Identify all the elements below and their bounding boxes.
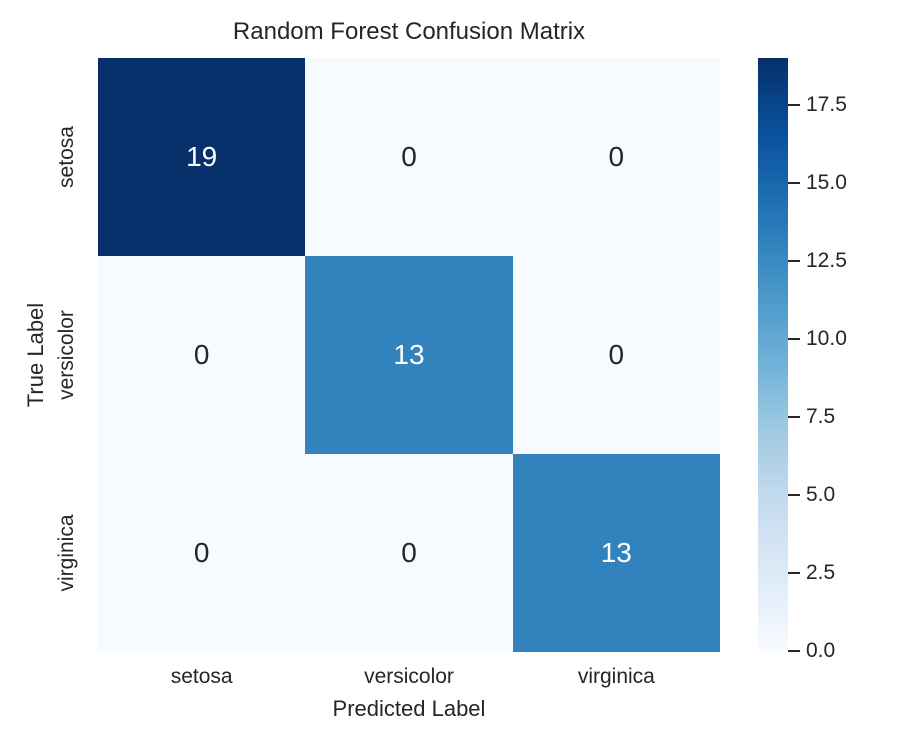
heatmap-cell: 19 [98, 58, 306, 256]
heatmap-cell: 0 [305, 58, 513, 256]
cell-value: 19 [186, 141, 218, 172]
colorbar-tick-label: 12.5 [806, 248, 847, 272]
colorbar-tick-label: 0.0 [806, 639, 836, 662]
heatmap-grid: 19 0 0 0 13 0 0 0 13 [98, 58, 720, 652]
x-tick-label: setosa [170, 665, 233, 688]
heatmap-cell: 0 [98, 256, 306, 454]
x-tick-label: versicolor [364, 665, 454, 688]
x-tick-labels: setosa versicolor virginica [98, 664, 720, 690]
colorbar-tick-label: 17.5 [806, 92, 847, 116]
heatmap-cell: 0 [305, 454, 513, 652]
cell-value: 0 [608, 141, 625, 172]
heatmap-cell: 13 [512, 454, 720, 652]
cell-value: 0 [608, 339, 625, 370]
colorbar-tick-mark [788, 337, 800, 340]
colorbar-tick-label: 2.5 [806, 560, 836, 584]
colorbar-tick-mark [788, 181, 800, 184]
colorbar-tick-mark [788, 259, 800, 262]
colorbar-tick-mark [788, 493, 800, 496]
colorbar-tick-mark [788, 415, 800, 418]
colorbar-tick-mark [788, 571, 800, 574]
y-tick-labels: setosa versicolor virginica [0, 58, 98, 652]
colorbar-tick-mark [788, 103, 800, 106]
cell-value: 0 [401, 141, 417, 172]
colorbar: 17.5 15.0 12.5 10.0 7.5 5.0 2.5 0.0 [758, 58, 900, 662]
y-tick-label: versicolor [55, 310, 78, 400]
y-tick-label: setosa [55, 126, 78, 188]
colorbar-tick-label: 5.0 [806, 482, 836, 506]
colorbar-tick-label: 15.0 [806, 170, 847, 194]
cell-value: 0 [193, 537, 210, 568]
colorbar-tick-label: 7.5 [806, 404, 836, 428]
heatmap-cell: 0 [512, 58, 720, 256]
x-tick-label: virginica [577, 665, 655, 688]
heatmap-cell: 0 [512, 256, 720, 454]
colorbar-gradient [758, 58, 788, 651]
colorbar-tick-label: 10.0 [806, 326, 847, 350]
cell-value: 13 [600, 537, 632, 568]
heatmap-cell: 0 [98, 454, 306, 652]
cell-value: 13 [393, 339, 425, 370]
chart-title: Random Forest Confusion Matrix [232, 18, 586, 45]
cell-value: 0 [401, 537, 417, 568]
y-tick-label: virginica [55, 514, 78, 592]
x-axis-label: Predicted Label [332, 696, 486, 721]
heatmap-cell: 13 [305, 256, 513, 454]
cell-value: 0 [193, 339, 210, 370]
colorbar-tick-mark [788, 650, 800, 652]
